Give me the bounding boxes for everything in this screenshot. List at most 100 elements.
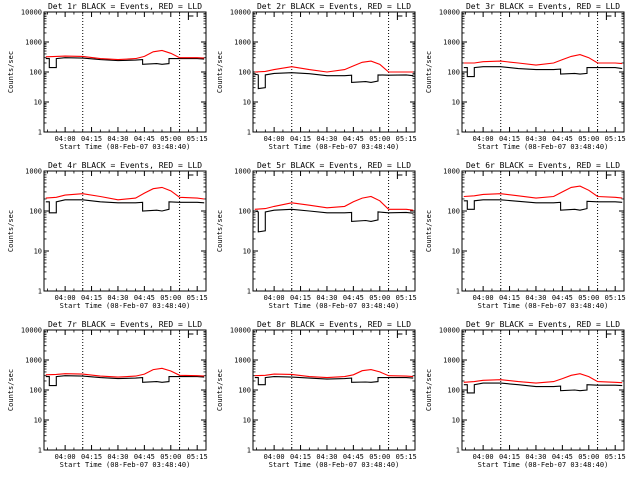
- x-axis-label: Start Time (08-Feb-07 03:48:40): [269, 461, 400, 469]
- x-tick-label: 05:00: [578, 135, 599, 143]
- time-marker: [605, 172, 612, 179]
- y-tick-label: 1000: [25, 39, 42, 47]
- series-lld-line: [45, 49, 205, 61]
- x-axis-label: Start Time (08-Feb-07 03:48:40): [478, 461, 609, 469]
- y-tick-label: 1000: [234, 39, 251, 47]
- series-lld-line: [254, 60, 414, 73]
- time-marker: [396, 172, 403, 179]
- x-tick-label: 04:00: [264, 294, 285, 302]
- x-tick-label: 04:00: [473, 453, 494, 461]
- panel-4: Det 4r BLACK = Events, RED = LLD 1 10 100 10…: [7, 161, 208, 310]
- y-tick-label: 100: [238, 208, 251, 216]
- x-tick-label: 05:00: [578, 294, 599, 302]
- y-tick-label: 1000: [443, 168, 460, 176]
- x-tick-label: 04:00: [55, 294, 76, 302]
- x-tick-label: 04:30: [525, 135, 546, 143]
- y-tick-label: 1: [38, 129, 42, 137]
- y-axis-label: Counts/sec: [425, 51, 433, 93]
- panel-3: Det 3r BLACK = Events, RED = LLD 1 10 100 10…: [425, 2, 626, 151]
- x-tick-label: 04:30: [525, 453, 546, 461]
- x-tick-label: 04:00: [264, 453, 285, 461]
- x-axis-label: Start Time (08-Feb-07 03:48:40): [478, 302, 609, 310]
- x-tick-label: 04:15: [499, 294, 520, 302]
- time-marker: [605, 331, 612, 338]
- panel-title: Det 3r BLACK = Events, RED = LLD: [466, 2, 620, 11]
- x-tick-label: 04:45: [134, 135, 155, 143]
- y-tick-label: 1: [247, 129, 251, 137]
- y-tick-label: 1000: [443, 357, 460, 365]
- series-lld-line: [254, 369, 414, 379]
- panel-6: Det 6r BLACK = Events, RED = LLD 1 10 100 10…: [425, 161, 626, 310]
- y-tick-label: 100: [447, 387, 460, 395]
- x-axis-label: Start Time (08-Feb-07 03:48:40): [60, 461, 191, 469]
- panel-title: Det 7r BLACK = Events, RED = LLD: [48, 320, 202, 329]
- x-tick-label: 04:00: [264, 135, 285, 143]
- series-events-line: [463, 382, 623, 394]
- y-axis-label: Counts/sec: [425, 369, 433, 411]
- y-tick-label: 10: [243, 99, 251, 107]
- x-tick-label: 04:45: [343, 294, 364, 302]
- x-tick-label: 05:15: [187, 135, 208, 143]
- x-tick-label: 05:00: [160, 453, 181, 461]
- y-tick-label: 100: [238, 69, 251, 77]
- x-tick-label: 04:15: [290, 135, 311, 143]
- time-marker: [187, 13, 194, 20]
- y-tick-label: 10: [243, 248, 251, 256]
- x-tick-label: 04:30: [525, 294, 546, 302]
- panel-9: Det 9r BLACK = Events, RED = LLD 1 10 100 10…: [425, 320, 626, 469]
- x-axis-label: Start Time (08-Feb-07 03:48:40): [60, 143, 191, 151]
- x-tick-label: 04:45: [552, 294, 573, 302]
- y-axis-label: Counts/sec: [216, 51, 224, 93]
- x-axis-label: Start Time (08-Feb-07 03:48:40): [269, 143, 400, 151]
- plot-frame: [252, 170, 416, 292]
- x-tick-label: 04:45: [343, 135, 364, 143]
- y-tick-label: 10: [243, 417, 251, 425]
- y-tick-label: 1: [38, 447, 42, 455]
- y-tick-label: 10000: [21, 9, 42, 17]
- y-tick-label: 1000: [234, 168, 251, 176]
- time-marker: [396, 13, 403, 20]
- panel-title: Det 9r BLACK = Events, RED = LLD: [466, 320, 620, 329]
- plot-frame: [461, 170, 625, 292]
- x-tick-label: 04:00: [55, 135, 76, 143]
- x-axis-label: Start Time (08-Feb-07 03:48:40): [478, 143, 609, 151]
- x-tick-label: 05:15: [396, 453, 417, 461]
- y-tick-label: 10000: [21, 327, 42, 335]
- x-tick-label: 05:15: [605, 135, 626, 143]
- plot-frame: [461, 11, 625, 133]
- panel-title: Det 5r BLACK = Events, RED = LLD: [257, 161, 411, 170]
- x-tick-label: 04:15: [81, 453, 102, 461]
- x-tick-label: 04:45: [134, 294, 155, 302]
- y-tick-label: 10: [34, 417, 42, 425]
- x-tick-label: 05:00: [160, 294, 181, 302]
- series-events-line: [45, 199, 205, 214]
- panel-5: Det 5r BLACK = Events, RED = LLD 1 10 100 10…: [216, 161, 417, 310]
- y-axis-label: Counts/sec: [7, 369, 15, 411]
- y-axis-label: Counts/sec: [425, 210, 433, 252]
- x-tick-label: 05:00: [369, 453, 390, 461]
- x-tick-label: 04:45: [134, 453, 155, 461]
- y-tick-label: 1: [456, 447, 460, 455]
- panel-title: Det 1r BLACK = Events, RED = LLD: [48, 2, 202, 11]
- series-lld-line: [463, 373, 623, 384]
- y-tick-label: 1000: [234, 357, 251, 365]
- y-tick-label: 1: [247, 288, 251, 296]
- x-tick-label: 04:00: [473, 294, 494, 302]
- x-tick-label: 04:45: [343, 453, 364, 461]
- plot-frame: [43, 11, 207, 133]
- y-tick-label: 100: [29, 69, 42, 77]
- y-tick-label: 10: [452, 99, 460, 107]
- series-lld-line: [45, 367, 205, 378]
- time-marker: [187, 331, 194, 338]
- panel-title: Det 2r BLACK = Events, RED = LLD: [257, 2, 411, 11]
- y-tick-label: 1000: [25, 357, 42, 365]
- x-tick-label: 05:00: [160, 135, 181, 143]
- y-tick-label: 10000: [230, 9, 251, 17]
- x-tick-label: 04:15: [290, 453, 311, 461]
- x-tick-label: 05:15: [605, 453, 626, 461]
- x-tick-label: 04:30: [316, 135, 337, 143]
- panel-2: Det 2r BLACK = Events, RED = LLD 1 10 100 10…: [216, 2, 417, 151]
- y-tick-label: 10000: [230, 327, 251, 335]
